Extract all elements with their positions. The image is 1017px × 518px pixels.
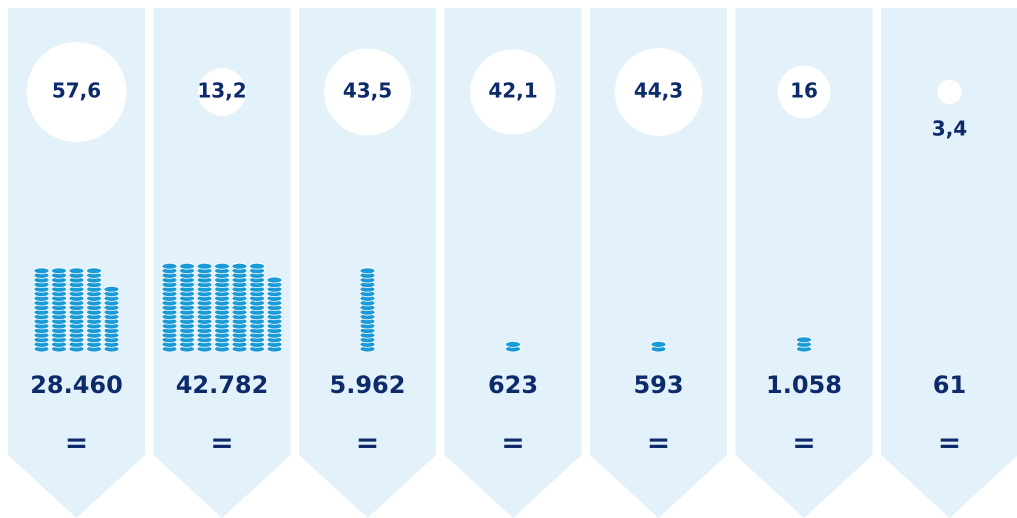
rate-circle [26,42,127,142]
coin-stacks [359,267,376,353]
coin [505,340,521,348]
coin [796,336,812,344]
rate-circle [198,68,246,116]
coin-stacks [161,262,283,353]
amount-label: 593 [633,371,683,399]
column-arrow [881,8,1017,518]
coin [103,285,120,293]
rate-circle [937,79,962,105]
sign: = [210,426,233,459]
coin [33,267,50,275]
rate-label: 13,2 [197,79,246,103]
coin [51,267,67,275]
rate-circle [324,48,411,136]
coin [179,262,195,270]
rate-label: 3,4 [932,117,967,141]
amount-label: 1.058 [766,371,842,399]
coin-stacks [33,267,120,353]
coin [68,267,85,275]
sign: = [501,426,524,459]
amount-label: 5.962 [330,371,406,399]
coin [249,262,265,270]
sign: = [65,426,88,459]
coin-stacks [796,336,812,353]
amount-label: 61 [933,371,966,399]
rate-label: 16 [790,79,818,103]
coin [86,267,102,275]
column-arrow [444,8,582,518]
coin-stacks [650,340,667,353]
column-arrow [8,8,145,518]
rate-circle [470,49,556,135]
rate-label: 44,3 [634,79,683,103]
coin [359,267,376,275]
column-arrow [735,8,873,518]
column-arrow [590,8,727,518]
amount-label: 42.782 [176,371,269,399]
rate-label: 57,6 [52,79,101,103]
rate-label: 43,5 [343,79,392,103]
column-arrow [299,8,436,518]
coin [231,262,248,270]
sign: = [647,426,670,459]
coin-stacks [505,340,521,353]
rate-circle [777,65,831,119]
rate-label: 42,1 [488,79,537,103]
coin [266,276,283,284]
coin [214,262,230,270]
coin [650,340,667,348]
sign: = [356,426,379,459]
coin [196,262,213,270]
amount-label: 28.460 [30,371,123,399]
rate-circle [614,48,703,136]
sign: = [938,426,961,459]
sign: = [792,426,815,459]
coin [161,262,178,270]
amount-label: 623 [488,371,538,399]
